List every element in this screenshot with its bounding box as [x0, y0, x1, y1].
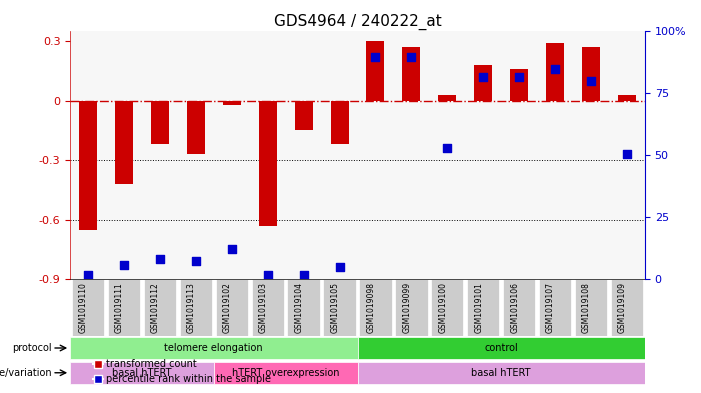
Bar [501, 31, 537, 279]
Bar [106, 31, 142, 279]
FancyBboxPatch shape [216, 279, 248, 336]
Bar [178, 31, 214, 279]
Bar [393, 31, 429, 279]
Text: hTERT overexpression: hTERT overexpression [232, 368, 339, 378]
Text: GSM1019107: GSM1019107 [546, 282, 555, 333]
Text: GSM1019110: GSM1019110 [79, 282, 88, 333]
Bar [430, 31, 465, 279]
Point [154, 256, 165, 263]
Bar [286, 31, 322, 279]
FancyBboxPatch shape [72, 279, 104, 336]
FancyBboxPatch shape [395, 279, 428, 336]
FancyBboxPatch shape [431, 279, 463, 336]
FancyBboxPatch shape [287, 279, 320, 336]
FancyBboxPatch shape [144, 279, 176, 336]
Bar [546, 43, 564, 101]
Text: telomere elongation: telomere elongation [165, 343, 263, 353]
Point [262, 272, 273, 278]
Text: GSM1019111: GSM1019111 [115, 282, 124, 332]
FancyBboxPatch shape [611, 279, 643, 336]
Text: GSM1019105: GSM1019105 [331, 282, 339, 333]
Text: GSM1019113: GSM1019113 [187, 282, 196, 333]
Bar [367, 41, 384, 101]
Bar [358, 31, 393, 279]
Bar [214, 31, 250, 279]
Point [370, 54, 381, 61]
Text: GSM1019104: GSM1019104 [294, 282, 304, 333]
Point [118, 262, 130, 268]
Bar [115, 101, 133, 184]
FancyBboxPatch shape [503, 279, 536, 336]
Bar [609, 31, 645, 279]
Bar [537, 31, 573, 279]
FancyBboxPatch shape [214, 362, 358, 384]
Text: GSM1019101: GSM1019101 [475, 282, 483, 333]
FancyBboxPatch shape [358, 362, 645, 384]
FancyBboxPatch shape [539, 279, 571, 336]
Text: GSM1019106: GSM1019106 [510, 282, 519, 333]
Point [585, 78, 597, 84]
Point [226, 246, 238, 252]
Point [298, 272, 309, 278]
FancyBboxPatch shape [358, 337, 645, 359]
Bar [223, 101, 240, 105]
Point [550, 66, 561, 72]
Bar [402, 47, 421, 101]
Point [334, 264, 345, 270]
Text: basal hTERT: basal hTERT [112, 368, 172, 378]
Bar [438, 95, 456, 101]
Bar [79, 101, 97, 230]
Bar [151, 101, 169, 144]
Bar [259, 101, 277, 226]
FancyBboxPatch shape [70, 362, 214, 384]
Point [442, 145, 453, 151]
Text: protocol: protocol [13, 343, 52, 353]
Bar [465, 31, 501, 279]
Title: GDS4964 / 240222_at: GDS4964 / 240222_at [273, 14, 442, 30]
FancyBboxPatch shape [575, 279, 607, 336]
Bar [250, 31, 286, 279]
FancyBboxPatch shape [179, 279, 212, 336]
Text: GSM1019098: GSM1019098 [367, 282, 376, 333]
Bar [187, 101, 205, 154]
FancyBboxPatch shape [323, 279, 355, 336]
Bar [582, 47, 600, 101]
Text: GSM1019108: GSM1019108 [582, 282, 591, 333]
Bar [322, 31, 358, 279]
Bar [475, 65, 492, 101]
Text: GSM1019099: GSM1019099 [402, 282, 411, 333]
FancyBboxPatch shape [467, 279, 499, 336]
Point [406, 54, 417, 61]
Text: GSM1019100: GSM1019100 [438, 282, 447, 333]
Bar [618, 95, 636, 101]
Point [514, 74, 525, 80]
Text: basal hTERT: basal hTERT [472, 368, 531, 378]
FancyBboxPatch shape [360, 279, 392, 336]
Bar [294, 101, 313, 130]
FancyBboxPatch shape [108, 279, 140, 336]
Text: GSM1019103: GSM1019103 [259, 282, 268, 333]
Bar [70, 31, 106, 279]
Text: control: control [484, 343, 518, 353]
Text: genotype/variation: genotype/variation [0, 368, 52, 378]
Bar [331, 101, 348, 144]
Point [621, 151, 632, 157]
Text: GSM1019102: GSM1019102 [223, 282, 232, 333]
Point [83, 272, 94, 278]
Text: GSM1019109: GSM1019109 [618, 282, 627, 333]
FancyBboxPatch shape [70, 337, 358, 359]
Text: GSM1019112: GSM1019112 [151, 282, 160, 332]
Bar [573, 31, 609, 279]
FancyBboxPatch shape [252, 279, 284, 336]
Bar [510, 69, 528, 101]
Bar [142, 31, 178, 279]
Point [190, 258, 201, 264]
Legend: transformed count, percentile rank within the sample: transformed count, percentile rank withi… [89, 356, 275, 388]
Point [477, 74, 489, 80]
